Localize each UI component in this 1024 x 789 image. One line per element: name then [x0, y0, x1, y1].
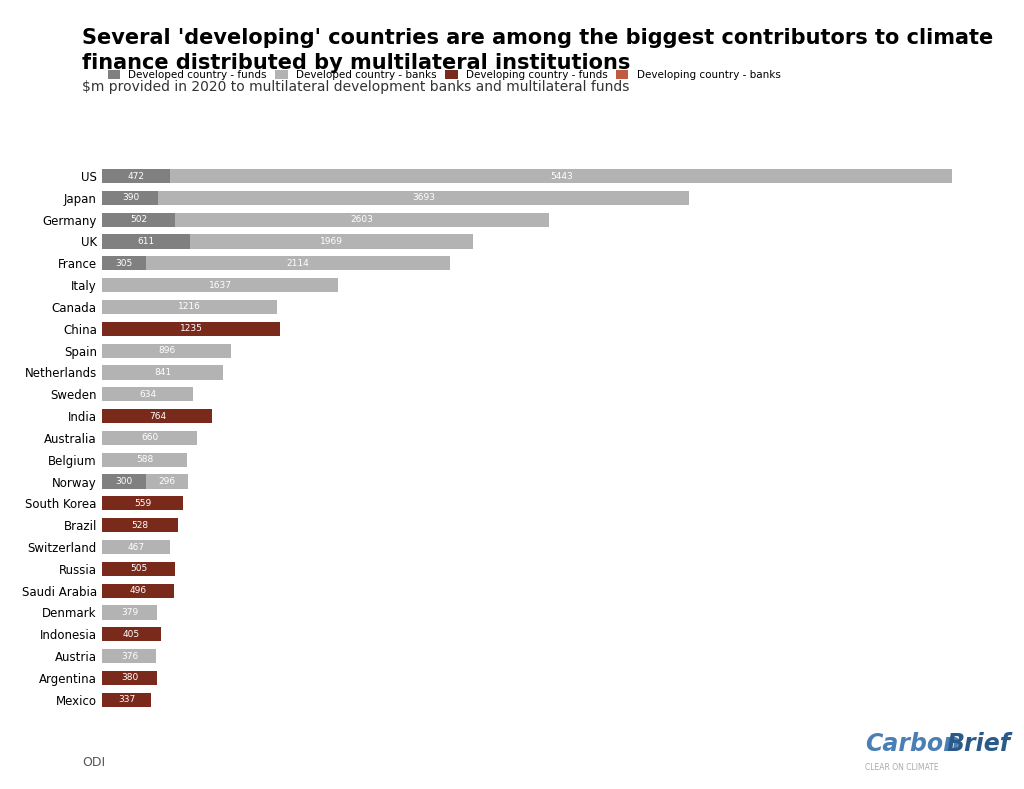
Text: 296: 296	[159, 477, 175, 486]
Text: 2603: 2603	[350, 215, 373, 224]
Bar	[102, 693, 151, 707]
Bar	[102, 649, 157, 664]
Text: 2114: 2114	[287, 259, 309, 267]
Bar	[102, 256, 146, 271]
Bar	[102, 387, 194, 402]
Text: 1235: 1235	[179, 324, 203, 333]
Text: 390: 390	[122, 193, 139, 202]
Bar	[102, 496, 182, 510]
Bar	[170, 169, 952, 183]
Bar	[102, 627, 161, 641]
Bar	[190, 234, 473, 249]
Text: 467: 467	[127, 543, 144, 552]
Text: 380: 380	[121, 674, 138, 682]
Text: 841: 841	[155, 368, 171, 377]
Bar	[102, 409, 212, 423]
Bar	[102, 322, 280, 336]
Text: 337: 337	[118, 695, 135, 705]
Text: 660: 660	[141, 433, 159, 443]
Bar	[102, 365, 223, 380]
Text: 588: 588	[136, 455, 154, 464]
Text: Carbon: Carbon	[865, 732, 961, 756]
Bar	[159, 191, 689, 205]
Text: 472: 472	[128, 171, 144, 181]
Text: 559: 559	[134, 499, 152, 508]
Bar	[146, 256, 450, 271]
Bar	[102, 584, 174, 598]
Bar	[102, 343, 231, 357]
Bar	[102, 605, 157, 619]
Text: 3693: 3693	[413, 193, 435, 202]
Text: 5443: 5443	[550, 171, 572, 181]
Bar	[102, 234, 190, 249]
Bar	[102, 431, 198, 445]
Text: finance distributed by multilateral institutions: finance distributed by multilateral inst…	[82, 53, 631, 73]
Text: ODI: ODI	[82, 757, 105, 769]
Text: 376: 376	[121, 652, 138, 660]
Text: 1969: 1969	[321, 237, 343, 246]
Text: 634: 634	[139, 390, 157, 398]
Bar	[102, 474, 145, 488]
Text: 300: 300	[116, 477, 132, 486]
Text: 896: 896	[158, 346, 175, 355]
Text: 528: 528	[132, 521, 148, 529]
Bar	[102, 671, 157, 685]
Text: 379: 379	[121, 608, 138, 617]
Bar	[102, 191, 159, 205]
Text: 405: 405	[123, 630, 140, 639]
Text: Brief: Brief	[946, 732, 1010, 756]
Bar	[145, 474, 188, 488]
Bar	[102, 300, 278, 314]
Bar	[102, 540, 170, 554]
Bar	[102, 453, 187, 467]
Bar	[102, 169, 170, 183]
Bar	[174, 212, 549, 226]
Bar	[102, 278, 338, 292]
Bar	[102, 562, 175, 576]
Bar	[102, 518, 178, 533]
Text: 764: 764	[148, 412, 166, 421]
Legend: Developed country - funds, Developed country - banks, Developing country - funds: Developed country - funds, Developed cou…	[108, 70, 780, 80]
Text: 505: 505	[130, 564, 147, 574]
Text: 1637: 1637	[209, 281, 231, 290]
Text: Several 'developing' countries are among the biggest contributors to climate: Several 'developing' countries are among…	[82, 28, 993, 47]
Bar	[102, 212, 174, 226]
Text: CLEAR ON CLIMATE: CLEAR ON CLIMATE	[865, 763, 939, 772]
Text: 1216: 1216	[178, 302, 201, 312]
Text: 611: 611	[137, 237, 155, 246]
Text: $m provided in 2020 to multilateral development banks and multilateral funds: $m provided in 2020 to multilateral deve…	[82, 80, 630, 95]
Text: 502: 502	[130, 215, 147, 224]
Text: 305: 305	[116, 259, 133, 267]
Text: 496: 496	[129, 586, 146, 595]
